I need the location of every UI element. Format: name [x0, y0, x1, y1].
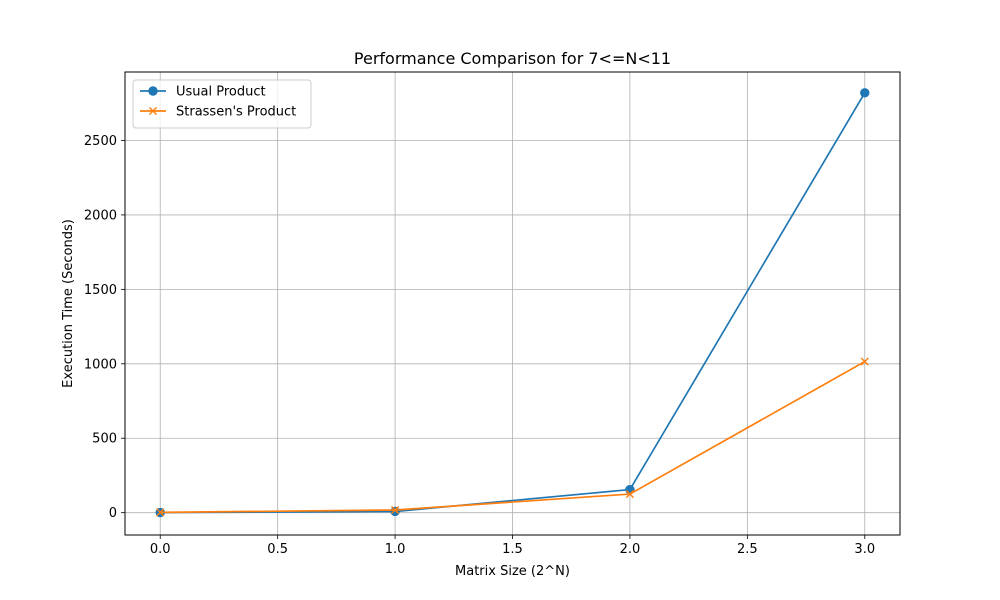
legend-marker: [148, 106, 158, 116]
x-tick-label: 1.0: [385, 542, 406, 557]
data-point: [860, 88, 870, 98]
x-marker-stroke: [148, 106, 158, 116]
x-tick-label: 1.5: [502, 542, 523, 557]
y-tick-label: 2500: [84, 134, 117, 149]
x-marker-stroke: [390, 505, 400, 515]
legend-item: Strassen's Product: [140, 105, 296, 120]
legend: Usual Product Strassen's Product: [132, 79, 312, 129]
data-point: [860, 357, 869, 366]
data-point: [390, 506, 400, 517]
data-point: [625, 489, 635, 499]
y-tick-label: 500: [92, 432, 117, 447]
x-marker-stroke: [625, 489, 635, 499]
data-point: [390, 505, 400, 515]
x-tick-label: 3.0: [854, 542, 875, 557]
x-tick-label: 0.0: [150, 542, 171, 557]
legend-marker: [148, 86, 158, 96]
y-tick-label: 2000: [84, 208, 117, 223]
x-axis-label: Matrix Size (2^N): [455, 564, 570, 579]
legend-label: Strassen's Product: [176, 105, 296, 120]
legend-label: Usual Product: [176, 85, 266, 100]
x-tick-label: 0.5: [267, 542, 288, 557]
axis-ticks: 0.0 0.5 1.0 1.5 2.0 2.5 3.0 0 500 1000 1500 2000 250…: [84, 134, 875, 557]
y-tick-label: 1500: [84, 283, 117, 298]
legend-item: Usual Product: [140, 85, 266, 100]
data-point: [156, 508, 165, 517]
series-strassens-product: [156, 357, 869, 517]
series-line: [160, 360, 866, 514]
legend-box: [132, 79, 312, 129]
x-tick-label: 2.5: [737, 542, 758, 557]
series-layer: [155, 88, 870, 518]
x-tick-label: 2.0: [620, 542, 641, 557]
y-tick-label: 1000: [84, 357, 117, 372]
x-marker-stroke: [156, 508, 165, 517]
y-axis-label: Execution Time (Seconds): [61, 219, 76, 388]
chart-title: Performance Comparison for 7<=N<11: [354, 49, 671, 68]
x-marker-stroke: [860, 357, 869, 366]
y-tick-label: 0: [109, 506, 117, 521]
